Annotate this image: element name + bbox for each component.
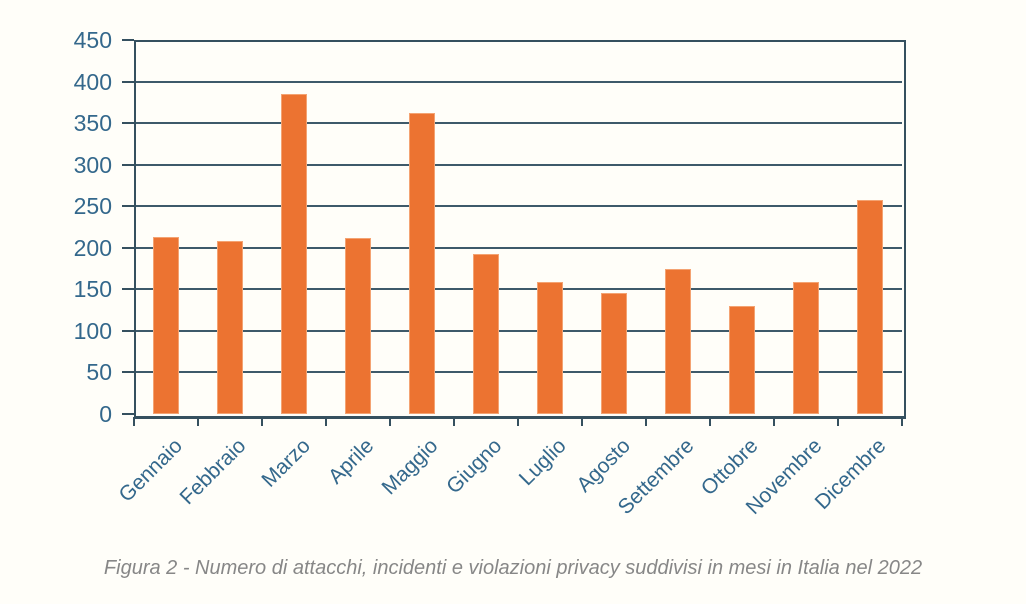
gridline-50: [136, 371, 902, 374]
x-axis-tick-12: [901, 417, 903, 426]
bar-ottobre: [729, 305, 755, 414]
y-axis-label-450: 450: [73, 27, 112, 53]
x-axis-label-maggio: Maggio: [377, 434, 443, 500]
bar-luglio: [537, 281, 563, 414]
y-axis-label-300: 300: [73, 151, 112, 178]
y-axis-tick-100: [122, 329, 134, 332]
x-axis-tick-8: [645, 417, 647, 426]
bar-febbraio: [217, 241, 243, 414]
y-axis-tick-50: [122, 371, 134, 374]
x-axis-label-marzo: Marzo: [257, 434, 315, 492]
y-axis-label-0: 0: [99, 401, 112, 427]
x-axis-tick-1: [197, 417, 199, 426]
bar-gennaio: [153, 236, 179, 414]
bar-giugno: [473, 254, 499, 414]
y-axis-tick-300: [122, 163, 134, 166]
x-axis-tick-7: [581, 417, 583, 426]
x-axis-tick-11: [837, 417, 839, 426]
gridline-150: [136, 288, 902, 291]
x-axis-label-agosto: Agosto: [572, 434, 635, 497]
y-axis-tick-400: [122, 80, 134, 83]
gridline-300: [136, 163, 902, 166]
y-axis-tick-0: [122, 413, 134, 415]
x-axis-label-gennaio: Gennaio: [114, 434, 187, 507]
y-axis-label-50: 50: [86, 359, 112, 386]
bar-agosto: [601, 293, 627, 414]
y-axis-label-350: 350: [73, 110, 112, 137]
gridline-100: [136, 329, 902, 332]
y-axis-label-150: 150: [73, 276, 112, 303]
y-axis-tick-200: [122, 246, 134, 249]
x-axis-tick-10: [773, 417, 775, 426]
bar-aprile: [345, 237, 371, 414]
x-axis-tick-6: [517, 417, 519, 426]
x-axis-tick-0: [133, 417, 135, 426]
x-axis-label-aprile: Aprile: [324, 434, 379, 489]
bar-novembre: [793, 281, 819, 414]
x-axis-label-luglio: Luglio: [514, 434, 571, 491]
bar-dicembre: [857, 200, 883, 414]
y-axis-label-100: 100: [73, 317, 112, 344]
x-axis-tick-4: [389, 417, 391, 426]
x-axis-tick-3: [325, 417, 327, 426]
x-axis-tick-2: [261, 417, 263, 426]
gridline-250: [136, 205, 902, 208]
bar-maggio: [409, 113, 435, 414]
plot-area: [134, 40, 906, 419]
gridline-350: [136, 122, 902, 125]
y-axis-label-400: 400: [73, 68, 112, 95]
y-axis-tick-250: [122, 205, 134, 208]
y-axis-label-200: 200: [73, 234, 112, 261]
x-axis-tick-5: [453, 417, 455, 426]
gridline-200: [136, 246, 902, 249]
bar-settembre: [665, 268, 691, 414]
bar-marzo: [281, 94, 307, 414]
x-axis-tick-9: [709, 417, 711, 426]
x-axis-label-febbraio: Febbraio: [175, 434, 251, 510]
figure-caption: Figura 2 - Numero di attacchi, incidenti…: [103, 557, 923, 579]
gridline-400: [136, 80, 902, 83]
y-axis-tick-350: [122, 122, 134, 125]
y-axis-tick-150: [122, 288, 134, 291]
y-axis-tick-450: [122, 39, 134, 41]
y-axis-label-250: 250: [73, 193, 112, 220]
x-axis-label-giugno: Giugno: [442, 434, 507, 499]
